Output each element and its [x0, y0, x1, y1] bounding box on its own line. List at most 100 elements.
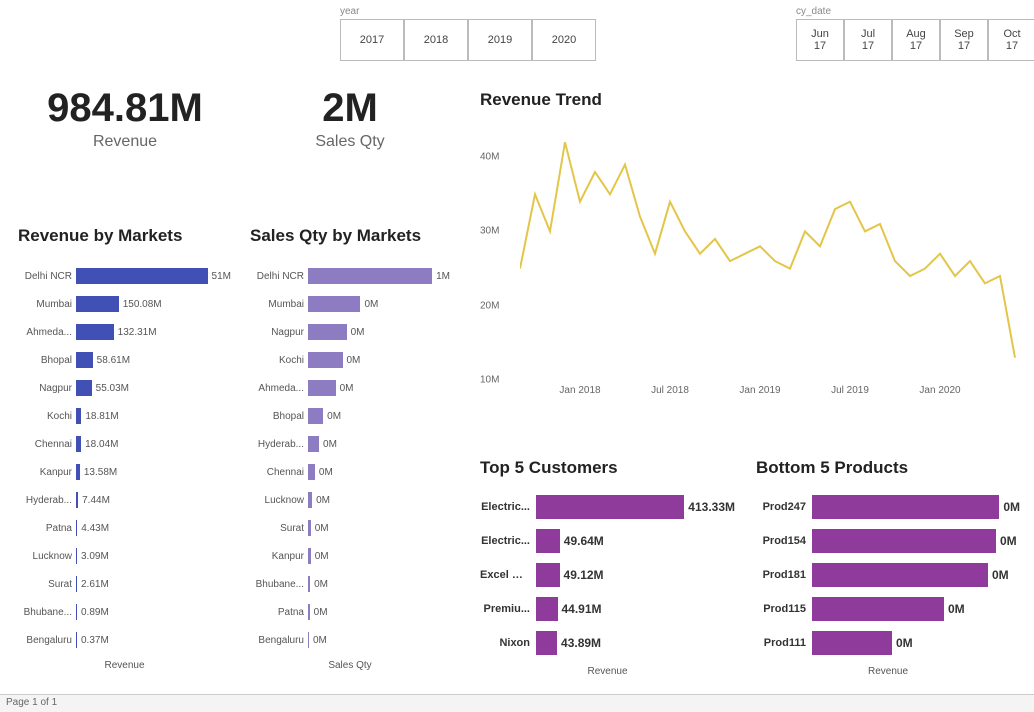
year-slicer-item[interactable]: 2019	[468, 19, 532, 61]
bar-category: Nagpur	[250, 327, 308, 338]
bar-row[interactable]: Premiu...44.91M	[480, 592, 735, 626]
bar-row[interactable]: Kanpur13.58M	[18, 458, 231, 486]
bar-category: Prod115	[756, 603, 812, 615]
bar-value: 0M	[992, 568, 1009, 582]
bottom5-products-axis: Revenue	[756, 666, 1020, 677]
year-slicer-item[interactable]: 2020	[532, 19, 596, 61]
bar-row[interactable]: Bengaluru0.37M	[18, 626, 231, 654]
bar-fill	[308, 576, 310, 592]
bar-fill	[76, 380, 92, 396]
bar-row[interactable]: Lucknow3.09M	[18, 542, 231, 570]
bar-category: Surat	[250, 523, 308, 534]
revenue-by-markets-chart[interactable]: Revenue by Markets Delhi NCR51MMumbai150…	[18, 226, 231, 671]
bar-fill	[308, 324, 347, 340]
bar-fill	[812, 563, 988, 587]
bar-category: Patna	[250, 607, 308, 618]
bottom5-products-chart[interactable]: Bottom 5 Products Prod2470MProd1540MProd…	[756, 458, 1020, 677]
bar-fill	[308, 380, 336, 396]
bar-row[interactable]: Surat2.61M	[18, 570, 231, 598]
bar-row[interactable]: Nagpur55.03M	[18, 374, 231, 402]
bar-fill	[812, 631, 892, 655]
bar-category: Hyderab...	[18, 495, 76, 506]
bar-row[interactable]: Lucknow0M	[250, 486, 450, 514]
bar-fill	[76, 268, 208, 284]
bar-fill	[308, 268, 432, 284]
bar-fill	[76, 408, 81, 424]
bar-row[interactable]: Kanpur0M	[250, 542, 450, 570]
bar-row[interactable]: Surat 0M	[250, 514, 450, 542]
bar-row[interactable]: Bhopal0M	[250, 402, 450, 430]
bar-category: Chennai	[18, 439, 76, 450]
kpi-revenue-value: 984.81M	[0, 86, 250, 131]
cydate-slicer-item[interactable]: Sep17	[940, 19, 988, 61]
revenue-trend-chart[interactable]: Revenue Trend 10M20M30M40MJan 2018Jul 20…	[480, 90, 1020, 400]
bar-row[interactable]: Delhi NCR1M	[250, 262, 450, 290]
bar-value: 0M	[313, 635, 327, 646]
bar-value: 0M	[315, 523, 329, 534]
bar-category: Chennai	[250, 467, 308, 478]
bar-value: 0M	[316, 495, 330, 506]
bar-fill	[76, 436, 81, 452]
top5-customers-axis: Revenue	[480, 666, 735, 677]
cydate-slicer-item[interactable]: Jul17	[844, 19, 892, 61]
bar-row[interactable]: Chennai0M	[250, 458, 450, 486]
cydate-slicer-label: cy_date	[796, 6, 1034, 17]
bar-row[interactable]: Excel St...49.12M	[480, 558, 735, 592]
kpi-revenue-label: Revenue	[0, 133, 250, 151]
bar-row[interactable]: Kochi0M	[250, 346, 450, 374]
bar-row[interactable]: Prod1110M	[756, 626, 1020, 660]
bar-value: 0M	[364, 299, 378, 310]
bar-category: Delhi NCR	[18, 271, 76, 282]
bar-value: 0M	[1003, 500, 1020, 514]
bar-fill	[536, 563, 560, 587]
bar-row[interactable]: Mumbai0M	[250, 290, 450, 318]
cydate-slicer-item[interactable]: Jun17	[796, 19, 844, 61]
year-slicer-item[interactable]: 2018	[404, 19, 468, 61]
bar-fill	[76, 464, 80, 480]
bar-fill	[536, 495, 684, 519]
bar-category: Hyderab...	[250, 439, 308, 450]
bar-row[interactable]: Chennai18.04M	[18, 430, 231, 458]
year-slicer-item[interactable]: 2017	[340, 19, 404, 61]
bar-row[interactable]: Hyderab...0M	[250, 430, 450, 458]
bar-value: 0M	[1000, 534, 1017, 548]
bar-row[interactable]: Prod2470M	[756, 490, 1020, 524]
bar-value: 0.89M	[81, 607, 109, 618]
bar-row[interactable]: Prod1540M	[756, 524, 1020, 558]
cydate-slicer-item[interactable]: Aug17	[892, 19, 940, 61]
bar-fill	[76, 520, 77, 536]
bar-row[interactable]: Bhubane...0M	[250, 570, 450, 598]
page-footer: Page 1 of 1	[0, 694, 1034, 712]
bar-row[interactable]: Electric...49.64M	[480, 524, 735, 558]
bar-fill	[308, 296, 360, 312]
bar-fill	[308, 604, 310, 620]
bar-category: Surat	[18, 579, 76, 590]
bar-row[interactable]: Prod1810M	[756, 558, 1020, 592]
bar-row[interactable]: Kochi18.81M	[18, 402, 231, 430]
bar-fill	[76, 492, 78, 508]
bar-row[interactable]: Delhi NCR51M	[18, 262, 231, 290]
cydate-slicer-item[interactable]: Oct17	[988, 19, 1034, 61]
bar-value: 44.91M	[562, 602, 602, 616]
top5-customers-chart[interactable]: Top 5 Customers Electric...413.33MElectr…	[480, 458, 735, 677]
cydate-slicer: cy_date Jun17Jul17Aug17Sep17Oct17Nov17De…	[796, 6, 1034, 61]
bar-row[interactable]: Bhopal58.61M	[18, 346, 231, 374]
bar-category: Prod111	[756, 637, 812, 649]
bar-row[interactable]: Ahmeda...0M	[250, 374, 450, 402]
bar-row[interactable]: Electric...413.33M	[480, 490, 735, 524]
bar-row[interactable]: Bhubane...0.89M	[18, 598, 231, 626]
bar-row[interactable]: Prod1150M	[756, 592, 1020, 626]
bar-row[interactable]: Nixon43.89M	[480, 626, 735, 660]
bar-row[interactable]: Nagpur0M	[250, 318, 450, 346]
bar-row[interactable]: Patna0M	[250, 598, 450, 626]
salesqty-by-markets-chart[interactable]: Sales Qty by Markets Delhi NCR1MMumbai0M…	[250, 226, 450, 671]
year-slicer: year 2017201820192020	[340, 6, 596, 61]
bar-row[interactable]: Patna4.43M	[18, 514, 231, 542]
bar-row[interactable]: Ahmeda...132.31M	[18, 318, 231, 346]
top5-customers-title: Top 5 Customers	[480, 458, 735, 478]
bar-value: 132.31M	[118, 327, 157, 338]
bar-row[interactable]: Mumbai150.08M	[18, 290, 231, 318]
bar-row[interactable]: Bengaluru0M	[250, 626, 450, 654]
bar-value: 1M	[436, 271, 450, 282]
bar-row[interactable]: Hyderab...7.44M	[18, 486, 231, 514]
